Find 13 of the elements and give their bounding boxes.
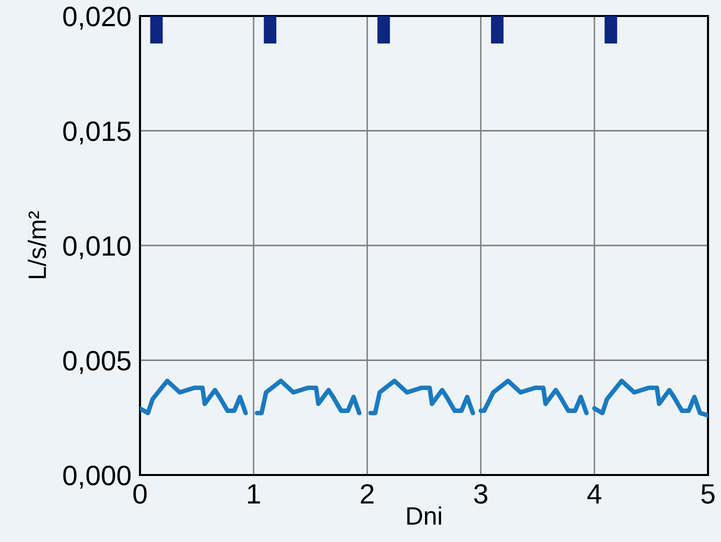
y-tick-label: 0,015: [63, 121, 131, 144]
y-tick-label: 0,010: [63, 236, 131, 260]
x-tick-label: 2: [360, 484, 374, 504]
x-tick-label: 5: [701, 484, 715, 504]
x-tick-label: 1: [248, 484, 260, 504]
y-axis-title: L/s/m²: [28, 211, 46, 278]
x-tick-label: 4: [587, 484, 602, 504]
x-tick-label: 3: [474, 484, 488, 504]
y-tick-label: 0,005: [63, 350, 131, 374]
x-axis-title: Dni: [407, 506, 442, 525]
x-tick-label: 0: [133, 484, 147, 504]
y-tick-label: 0,000: [63, 466, 131, 489]
y-tick-label: 0,020: [63, 6, 131, 30]
